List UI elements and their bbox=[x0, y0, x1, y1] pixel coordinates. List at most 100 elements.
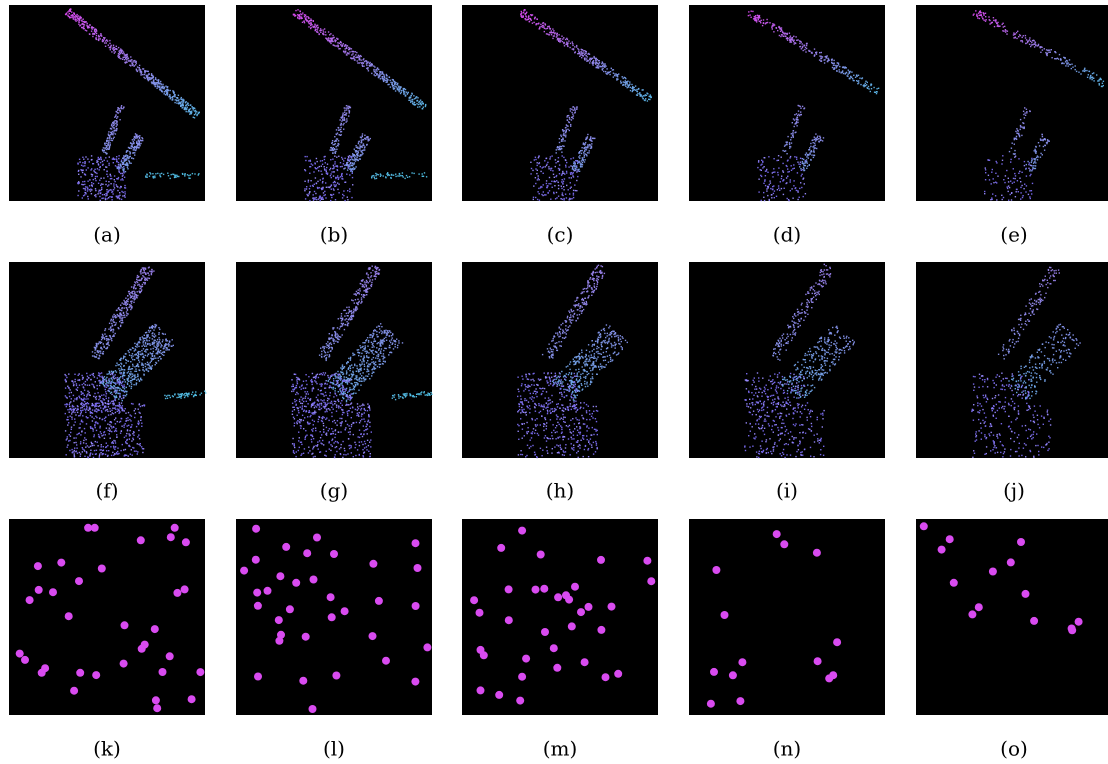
point bbox=[89, 161, 90, 162]
point bbox=[107, 347, 108, 348]
point bbox=[1017, 31, 1018, 32]
point bbox=[359, 56, 360, 57]
point bbox=[352, 173, 353, 174]
point bbox=[574, 112, 575, 113]
point bbox=[796, 157, 797, 158]
point bbox=[1023, 188, 1024, 189]
point bbox=[86, 423, 87, 424]
point bbox=[538, 188, 539, 189]
point bbox=[95, 356, 96, 357]
point bbox=[187, 102, 188, 103]
point bbox=[109, 391, 110, 392]
point bbox=[111, 197, 112, 198]
point bbox=[142, 286, 143, 287]
point bbox=[75, 379, 76, 380]
point bbox=[84, 161, 85, 162]
point bbox=[354, 157, 355, 158]
point bbox=[412, 99, 413, 100]
point bbox=[562, 38, 563, 39]
point bbox=[78, 181, 79, 182]
point bbox=[559, 146, 560, 147]
point bbox=[343, 160, 344, 161]
caption: (b) bbox=[320, 223, 348, 247]
point bbox=[77, 163, 78, 164]
point bbox=[113, 128, 114, 129]
point bbox=[587, 152, 588, 153]
point bbox=[66, 13, 67, 14]
point bbox=[312, 164, 313, 165]
point bbox=[121, 107, 122, 108]
point bbox=[124, 307, 125, 308]
point bbox=[299, 18, 300, 19]
point bbox=[817, 137, 818, 138]
point bbox=[99, 385, 100, 386]
point bbox=[596, 67, 597, 68]
point bbox=[1048, 52, 1049, 53]
point bbox=[562, 129, 563, 130]
point bbox=[565, 136, 566, 137]
point bbox=[774, 197, 775, 198]
point bbox=[129, 294, 130, 295]
point bbox=[331, 184, 332, 185]
point bbox=[520, 15, 521, 16]
point bbox=[83, 383, 84, 384]
point bbox=[635, 90, 636, 91]
point bbox=[83, 406, 84, 407]
point bbox=[114, 187, 115, 188]
point bbox=[74, 14, 75, 15]
point bbox=[873, 87, 874, 88]
point bbox=[576, 190, 577, 191]
point bbox=[647, 100, 648, 101]
point bbox=[532, 23, 533, 24]
point bbox=[612, 69, 613, 70]
point bbox=[167, 349, 168, 350]
point bbox=[89, 179, 90, 180]
point bbox=[577, 48, 578, 49]
point bbox=[566, 116, 567, 117]
point bbox=[352, 177, 353, 178]
point bbox=[750, 17, 751, 18]
point bbox=[646, 95, 647, 96]
point bbox=[198, 173, 199, 174]
point bbox=[387, 81, 388, 82]
point bbox=[141, 71, 142, 72]
point bbox=[772, 172, 773, 173]
point bbox=[805, 51, 806, 52]
point bbox=[79, 25, 80, 26]
point bbox=[333, 189, 334, 190]
point bbox=[348, 168, 349, 169]
point bbox=[101, 187, 102, 188]
point bbox=[129, 352, 130, 353]
point bbox=[134, 376, 135, 377]
point bbox=[123, 169, 124, 170]
point bbox=[602, 65, 603, 66]
point bbox=[300, 13, 301, 14]
point bbox=[763, 19, 764, 20]
point bbox=[315, 193, 316, 194]
point bbox=[327, 40, 328, 41]
point bbox=[573, 194, 574, 195]
point bbox=[551, 34, 552, 35]
point bbox=[573, 197, 574, 198]
point bbox=[1004, 26, 1005, 27]
point bbox=[574, 184, 575, 185]
point bbox=[110, 47, 111, 48]
point bbox=[631, 84, 632, 85]
point bbox=[106, 42, 107, 43]
point bbox=[856, 76, 857, 77]
point bbox=[107, 143, 108, 144]
point bbox=[811, 154, 812, 155]
point bbox=[821, 60, 822, 61]
point bbox=[152, 342, 153, 343]
point bbox=[167, 173, 168, 174]
point bbox=[100, 162, 101, 163]
point bbox=[108, 382, 109, 383]
point bbox=[592, 64, 593, 65]
point bbox=[86, 373, 87, 374]
point bbox=[77, 17, 78, 18]
point bbox=[124, 57, 125, 58]
point bbox=[843, 67, 844, 68]
point bbox=[559, 142, 560, 143]
point bbox=[81, 184, 82, 185]
point bbox=[106, 381, 107, 382]
